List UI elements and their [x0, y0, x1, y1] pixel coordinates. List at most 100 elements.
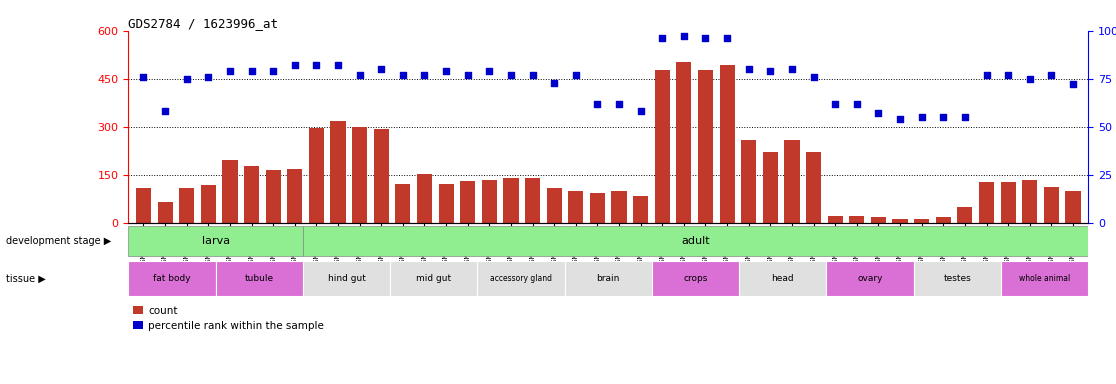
Bar — [482, 180, 497, 223]
Point — [719, 35, 737, 41]
Point — [1042, 72, 1060, 78]
Bar — [417, 174, 432, 223]
Point — [286, 62, 304, 68]
Bar — [287, 169, 302, 223]
Text: head: head — [771, 274, 795, 283]
Bar — [565, 261, 652, 296]
Bar — [352, 127, 367, 223]
Bar — [128, 261, 215, 296]
Point — [329, 62, 347, 68]
Bar — [633, 197, 648, 223]
Bar — [395, 184, 411, 223]
Bar — [828, 216, 843, 223]
Bar — [914, 219, 930, 223]
Text: tissue ▶: tissue ▶ — [6, 273, 46, 283]
Point — [588, 101, 606, 107]
Point — [610, 101, 628, 107]
Bar — [720, 65, 734, 223]
Bar — [806, 152, 821, 223]
Bar — [439, 184, 454, 223]
Bar — [979, 182, 994, 223]
Point — [264, 68, 282, 74]
Text: GDS2784 / 1623996_at: GDS2784 / 1623996_at — [128, 17, 278, 30]
Bar — [374, 129, 388, 223]
Text: brain: brain — [597, 274, 619, 283]
Bar — [870, 217, 886, 223]
Point — [1064, 81, 1081, 88]
Point — [805, 74, 822, 80]
Point — [999, 72, 1017, 78]
Point — [523, 72, 541, 78]
Bar — [1001, 261, 1088, 296]
Point — [783, 66, 801, 72]
Point — [546, 79, 564, 86]
Point — [156, 108, 174, 114]
Point — [869, 110, 887, 116]
Bar — [180, 187, 194, 223]
Bar — [128, 226, 302, 256]
Text: crops: crops — [683, 274, 708, 283]
Point — [632, 108, 650, 114]
Bar — [893, 219, 907, 223]
Point — [913, 114, 931, 120]
Bar — [1001, 182, 1016, 223]
Point — [135, 74, 153, 80]
Bar — [612, 191, 626, 223]
Point — [740, 66, 758, 72]
Bar — [1043, 187, 1059, 223]
Bar — [785, 140, 799, 223]
Bar — [460, 181, 475, 223]
Bar — [826, 261, 914, 296]
Bar — [503, 178, 519, 223]
Bar — [914, 261, 1001, 296]
Point — [459, 72, 477, 78]
Bar — [741, 140, 757, 223]
Point — [956, 114, 974, 120]
Bar — [676, 62, 692, 223]
Bar — [157, 202, 173, 223]
Text: fat body: fat body — [153, 274, 191, 283]
Point — [978, 72, 995, 78]
Point — [848, 101, 866, 107]
Bar — [215, 261, 302, 296]
Bar — [525, 178, 540, 223]
Point — [826, 101, 844, 107]
Bar — [1022, 180, 1037, 223]
Bar — [935, 217, 951, 223]
Point — [308, 62, 326, 68]
Point — [415, 72, 433, 78]
Text: whole animal: whole animal — [1019, 274, 1070, 283]
Bar — [547, 188, 561, 223]
Bar — [568, 191, 584, 223]
Bar — [302, 226, 1088, 256]
Point — [177, 76, 195, 82]
Bar — [309, 128, 324, 223]
Bar — [1066, 191, 1080, 223]
Point — [934, 114, 952, 120]
Legend: count, percentile rank within the sample: count, percentile rank within the sample — [128, 301, 328, 335]
Bar — [478, 261, 565, 296]
Text: accessory gland: accessory gland — [490, 274, 552, 283]
Text: hind gut: hind gut — [327, 274, 365, 283]
Bar — [739, 261, 826, 296]
Bar — [958, 207, 972, 223]
Point — [653, 35, 671, 41]
Bar — [222, 161, 238, 223]
Point — [696, 35, 714, 41]
Point — [567, 72, 585, 78]
Text: larva: larva — [202, 236, 230, 246]
Point — [242, 68, 260, 74]
Bar — [762, 152, 778, 223]
Text: mid gut: mid gut — [416, 274, 451, 283]
Point — [1021, 76, 1039, 82]
Bar — [330, 121, 346, 223]
Point — [480, 68, 498, 74]
Point — [200, 74, 218, 80]
Point — [373, 66, 391, 72]
Text: tubule: tubule — [244, 274, 273, 283]
Bar — [652, 261, 739, 296]
Text: ovary: ovary — [857, 274, 883, 283]
Text: development stage ▶: development stage ▶ — [6, 236, 110, 246]
Bar — [244, 166, 259, 223]
Point — [891, 116, 908, 122]
